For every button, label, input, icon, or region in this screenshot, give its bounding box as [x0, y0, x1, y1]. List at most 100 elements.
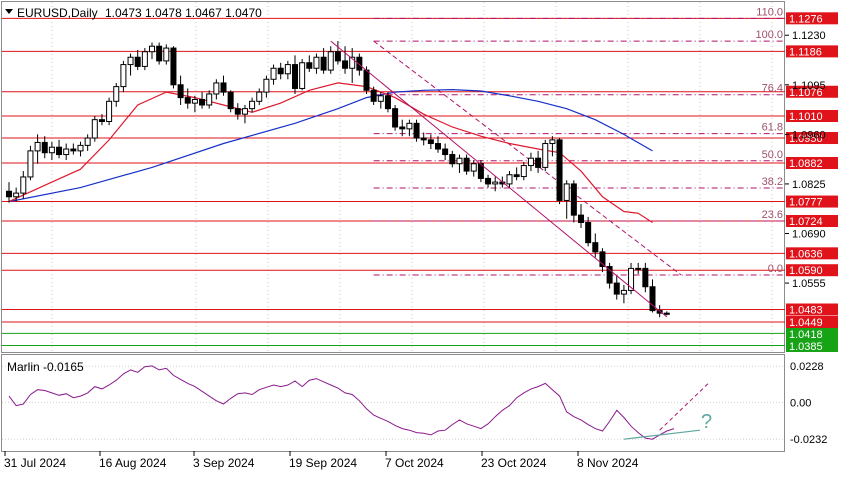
divergence-line [623, 429, 701, 440]
indicator-panel-frame [1, 354, 785, 452]
price-axis: 1.1276 1.1186 1.1076 1.1010 1.0950 1.0882 1.07… [785, 12, 838, 353]
candle [342, 46, 349, 74]
price-scale-label: 1.1095 [792, 80, 826, 92]
candle [406, 119, 413, 137]
level-label: 1.1186 [789, 46, 822, 58]
level-label-bg [786, 264, 838, 277]
candle [635, 262, 642, 274]
fibo-level-label: 38.2 [762, 176, 783, 188]
candle [13, 187, 20, 202]
candle [63, 143, 70, 161]
oscillator-line [8, 365, 675, 440]
candle [256, 88, 263, 105]
level-label: 1.1276 [789, 13, 823, 25]
candle [206, 90, 213, 109]
fibo-level-label: 76.4 [762, 83, 783, 95]
candle [56, 139, 63, 159]
candle [435, 136, 441, 153]
fibo-level-label: 23.6 [762, 209, 783, 221]
candle [184, 88, 191, 109]
oscillator-scale-label: 0.00 [790, 397, 811, 409]
level-label-bg [786, 247, 838, 260]
candle [563, 180, 570, 219]
symbol-dropdown-icon[interactable] [5, 9, 13, 14]
level-label-bg [786, 339, 838, 352]
candle [27, 145, 34, 181]
symbol-label: EURUSD,Daily [17, 6, 98, 20]
candle [327, 46, 334, 74]
date-label: 8 Nov 2024 [577, 456, 639, 470]
level-label-bg [786, 85, 838, 98]
forecast-line [659, 381, 711, 431]
candle [199, 92, 206, 109]
oscillator-panel: 0.0228 0.00 -0.0232 [2, 361, 827, 446]
candle [513, 167, 520, 181]
candle [277, 62, 284, 80]
candle [234, 103, 241, 120]
candle [642, 262, 649, 293]
candle [535, 150, 542, 173]
fibo-level-label: 0.0 [768, 263, 783, 275]
date-label: 23 Oct 2024 [481, 456, 547, 470]
candle [613, 275, 620, 300]
candle [91, 115, 98, 142]
candle [70, 143, 77, 155]
level-label: 1.1076 [789, 87, 823, 99]
price-scale-label: 1.1230 [792, 30, 826, 42]
candle [299, 59, 306, 91]
candle [241, 104, 248, 124]
date-label: 3 Sep 2024 [193, 456, 255, 470]
candle [663, 311, 670, 316]
candle [191, 95, 198, 113]
level-label-bg [786, 195, 838, 208]
candle [542, 139, 549, 172]
candle [470, 160, 477, 177]
candle [527, 152, 534, 172]
level-label-bg [786, 215, 838, 228]
level-label: 1.0483 [789, 305, 823, 317]
candle [399, 119, 406, 137]
level-label: 1.0449 [789, 317, 823, 329]
candle [177, 75, 184, 105]
candle [6, 182, 12, 203]
fibo-level-label: 50.0 [762, 149, 783, 161]
candle [413, 119, 420, 142]
candle [149, 42, 155, 60]
candle [492, 176, 499, 192]
candle [34, 134, 41, 164]
candle [620, 284, 627, 304]
indicator-title: Marlin -0.0165 [7, 360, 84, 374]
candle [392, 104, 399, 131]
level-label-bg [786, 156, 838, 169]
candle [306, 55, 313, 72]
candle [592, 233, 599, 258]
candle [170, 46, 177, 89]
date-label: 31 Jul 2024 [4, 456, 66, 470]
candle [227, 90, 234, 113]
candle [284, 60, 291, 80]
trendlines [330, 40, 668, 318]
candle [506, 171, 513, 188]
candle [113, 82, 120, 107]
level-label-bg [786, 327, 838, 340]
candle [249, 97, 256, 113]
candle [41, 136, 48, 159]
level-label: 1.0418 [789, 329, 823, 341]
level-label: 1.0882 [789, 158, 823, 170]
candle [485, 174, 492, 188]
candle [334, 41, 341, 65]
candle [20, 171, 27, 199]
candle [463, 154, 470, 175]
candle [134, 49, 141, 71]
candle [442, 143, 449, 161]
candle [106, 97, 113, 126]
candle [370, 86, 377, 105]
level-label-bg [786, 315, 838, 328]
level-label: 1.0777 [789, 197, 823, 209]
level-label-bg [786, 109, 838, 122]
candle [84, 134, 91, 151]
fibo-retracement: 110.0 100.0 76.4 61.8 50.0 38.2 23.6 0.0 [373, 6, 785, 276]
candle [549, 136, 556, 157]
date-axis: 31 Jul 2024 16 Aug 2024 3 Sep 2024 19 Sep 2… [4, 451, 639, 470]
